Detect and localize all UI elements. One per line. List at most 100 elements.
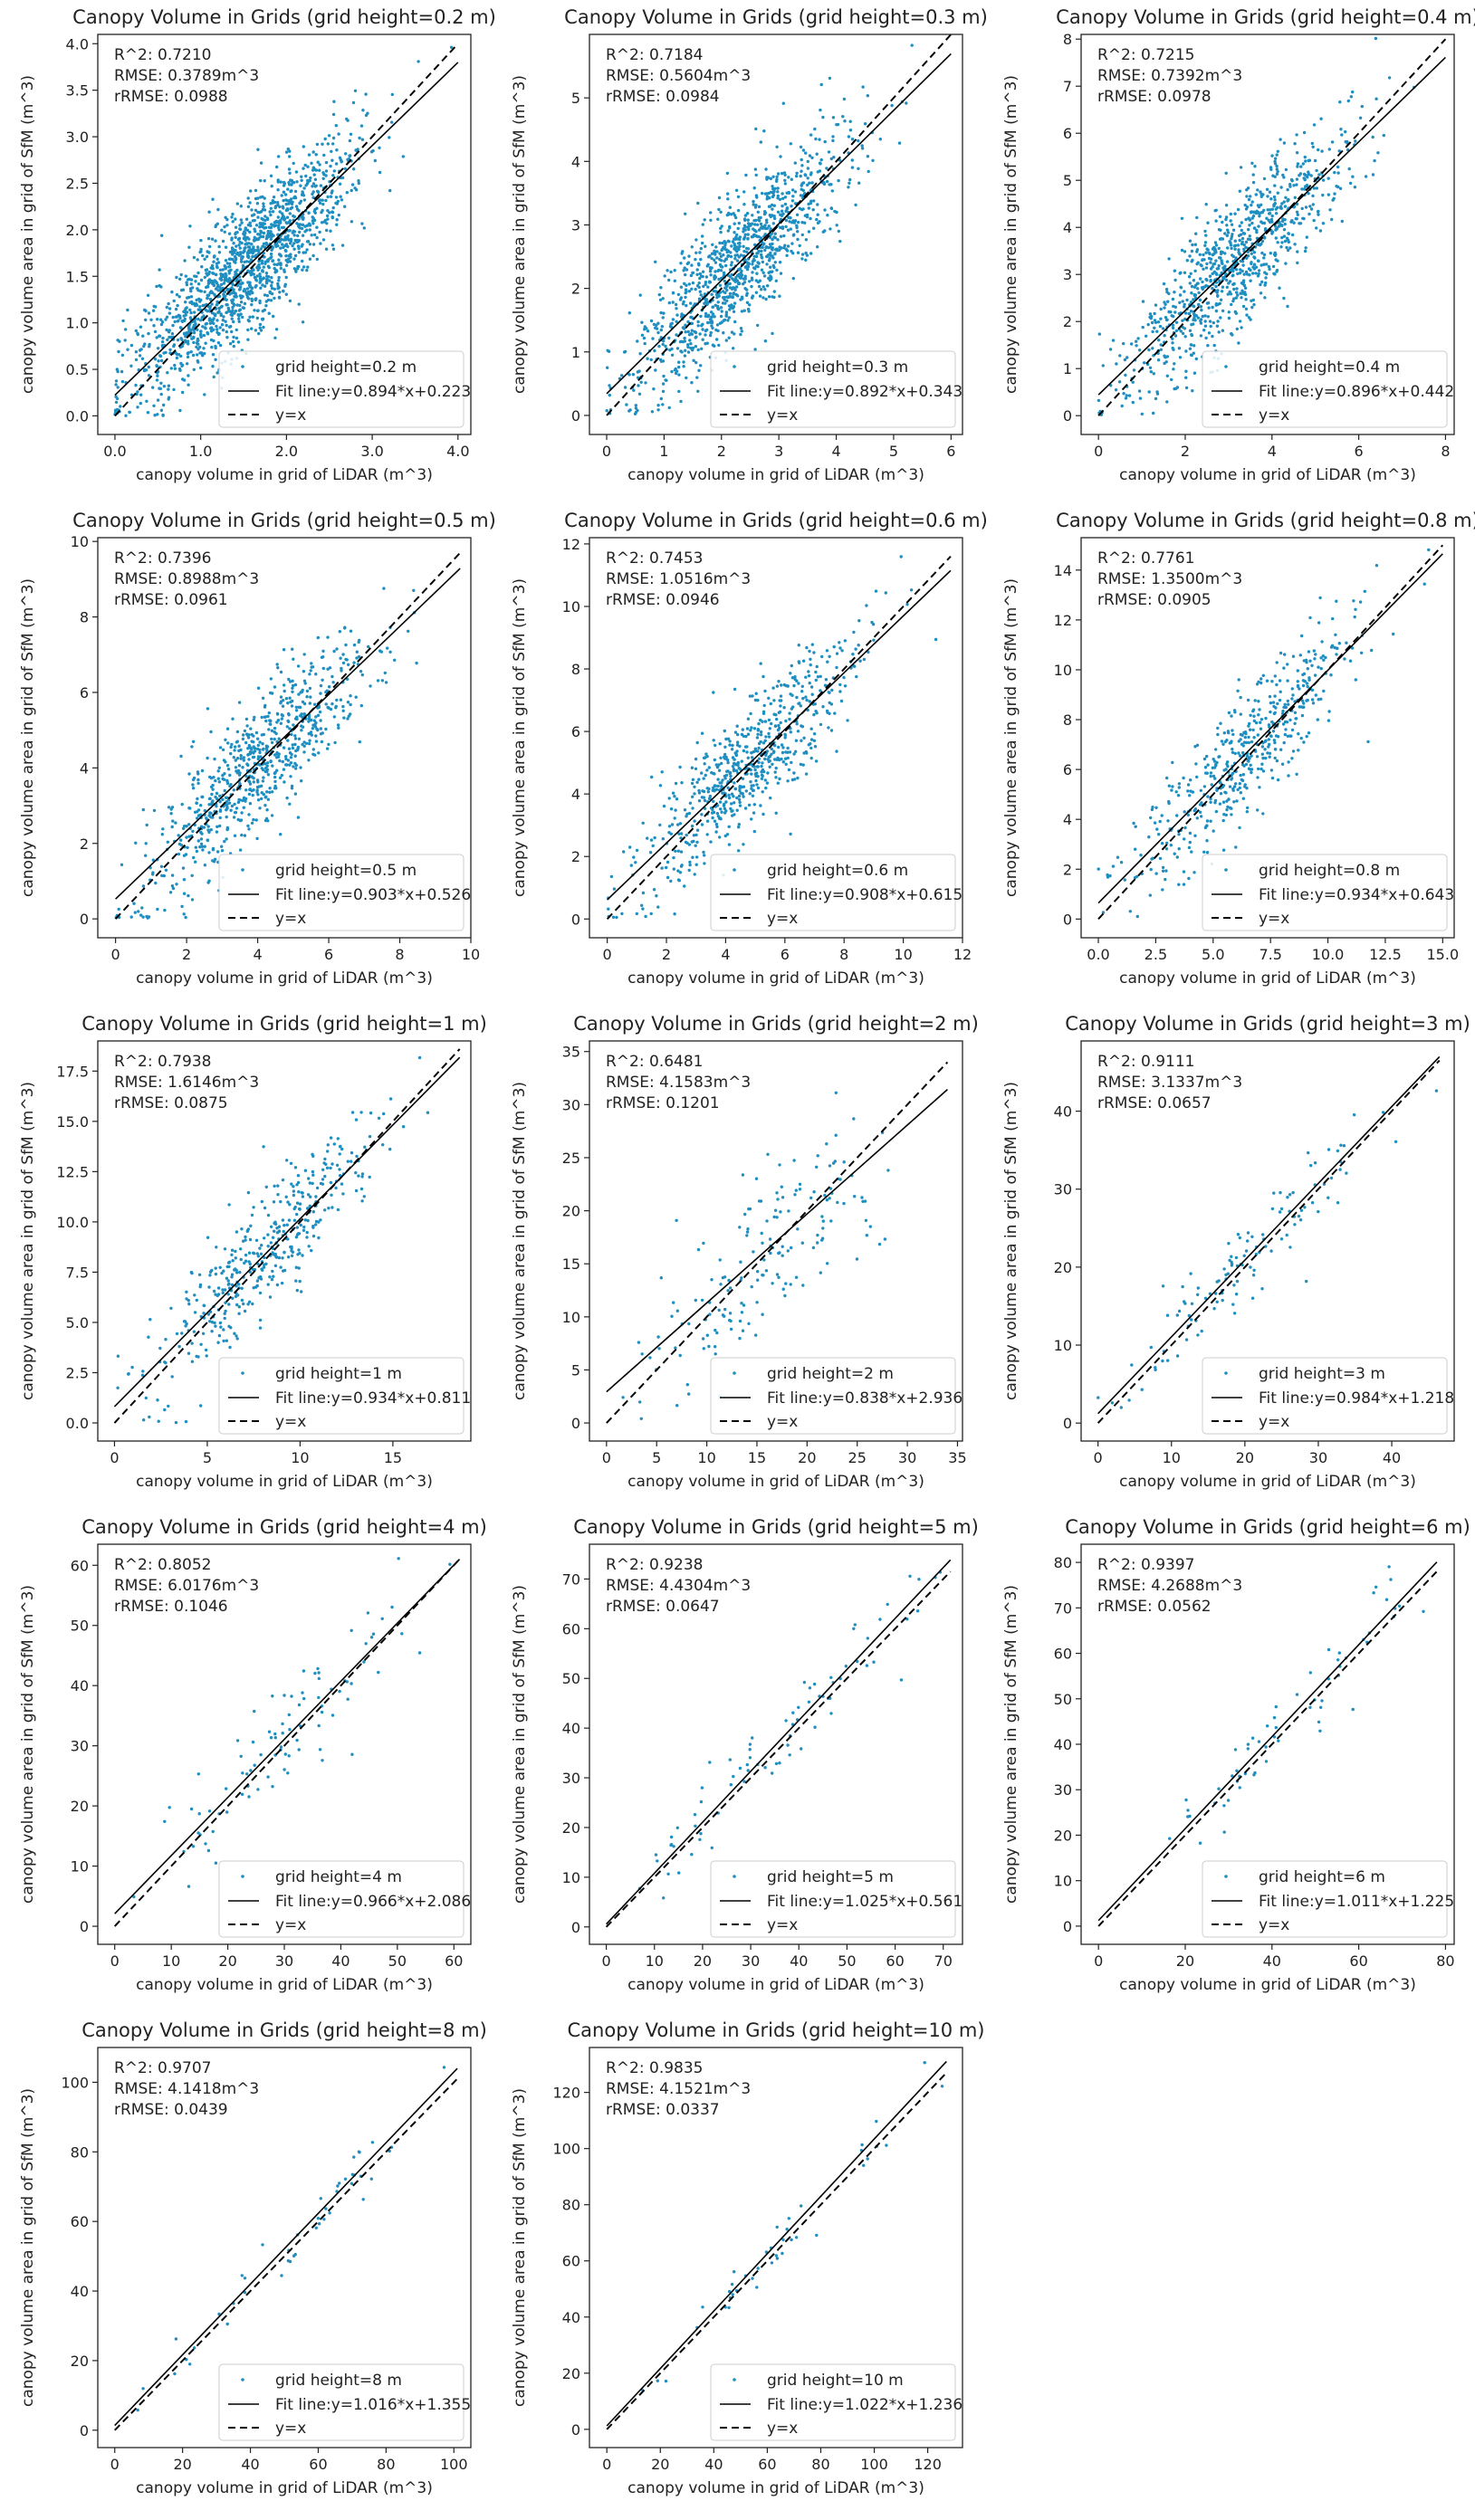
scatter-point	[203, 290, 206, 294]
scatter-point	[606, 366, 609, 369]
scatter-point	[314, 715, 318, 719]
scatter-point	[714, 245, 718, 249]
scatter-point	[694, 238, 698, 242]
scatter-point	[843, 119, 847, 123]
scatter-point	[1259, 282, 1262, 287]
scatter-point	[1195, 248, 1200, 252]
scatter-point	[1280, 235, 1284, 240]
scatter-point	[1304, 159, 1307, 163]
legend-label-points: grid height=0.2 m	[275, 358, 417, 377]
scatter-point	[829, 157, 833, 161]
scatter-point	[761, 296, 765, 300]
scatter-point	[713, 251, 717, 254]
scatter-point	[809, 657, 812, 661]
scatter-point	[1183, 271, 1187, 274]
scatter-point	[866, 155, 870, 158]
scatter-point	[716, 217, 720, 221]
scatter-point	[308, 224, 312, 227]
scatter-point	[257, 331, 261, 336]
scatter-point	[703, 762, 706, 766]
scatter-point	[1307, 170, 1310, 174]
scatter-point	[325, 228, 329, 233]
scatter-point	[319, 184, 323, 187]
scatter-point	[728, 224, 732, 229]
scatter-point	[759, 733, 763, 737]
scatter-point	[1221, 329, 1225, 332]
scatter-point	[310, 718, 313, 722]
scatter-point	[1240, 228, 1243, 233]
scatter-point	[724, 314, 728, 318]
scatter-point	[707, 255, 711, 259]
scatter-point	[190, 745, 194, 749]
scatter-point	[733, 214, 737, 217]
scatter-point	[810, 643, 814, 646]
scatter-point	[1265, 216, 1269, 220]
scatter-point	[765, 218, 769, 222]
scatter-point	[631, 373, 636, 377]
scatter-point	[170, 332, 175, 336]
scatter-point	[332, 169, 336, 173]
chart-title: Canopy Volume in Grids (grid height=0.4 …	[1056, 6, 1475, 28]
scatter-point	[743, 228, 747, 232]
scatter-point	[147, 374, 151, 377]
scatter-point	[143, 342, 147, 346]
scatter-point	[260, 216, 263, 221]
scatter-point	[270, 740, 274, 745]
scatter-point	[292, 683, 295, 688]
scatter-point	[313, 207, 317, 212]
scatter-point	[725, 299, 729, 302]
scatter-point	[763, 210, 767, 214]
scatter-point	[337, 726, 340, 730]
legend-label-points: grid height=0.4 m	[1259, 358, 1400, 377]
scatter-point	[1265, 262, 1269, 266]
scatter-point	[737, 826, 741, 829]
scatter-point	[677, 365, 681, 369]
scatter-point	[252, 245, 255, 249]
scatter-point	[280, 717, 283, 721]
scatter-point	[1188, 239, 1192, 243]
scatter-point	[1194, 357, 1198, 361]
scatter-point	[227, 272, 231, 275]
y-tick-label: 0	[571, 407, 580, 425]
scatter-point	[279, 180, 283, 184]
scatter-point	[162, 385, 167, 388]
scatter-point	[318, 201, 322, 205]
scatter-point	[752, 227, 755, 231]
scatter-point	[763, 339, 768, 343]
scatter-point	[753, 348, 757, 351]
scatter-point	[166, 338, 169, 341]
scatter-point	[1190, 260, 1193, 263]
scatter-point	[278, 205, 282, 209]
scatter-point	[629, 864, 633, 867]
scatter-point	[781, 746, 785, 749]
scatter-point	[228, 250, 233, 254]
scatter-point	[1273, 157, 1278, 160]
scatter-point	[251, 291, 254, 295]
scatter-point	[288, 727, 292, 730]
scatter-point	[1229, 219, 1232, 223]
scatter-point	[736, 208, 741, 213]
fit-line	[606, 52, 952, 395]
scatter-point	[800, 739, 803, 742]
scatter-point	[766, 284, 770, 288]
scatter-point	[271, 245, 274, 250]
scatter-point	[267, 225, 272, 229]
scatter-point	[360, 222, 364, 225]
scatter-point	[748, 303, 752, 307]
scatter-point	[1225, 224, 1229, 227]
scatter-point	[733, 222, 736, 225]
scatter-point	[775, 717, 779, 721]
scatter-point	[1284, 167, 1288, 172]
scatter-point	[652, 888, 656, 892]
scatter-point	[252, 268, 255, 272]
scatter-point	[1284, 262, 1288, 265]
scatter-point	[287, 747, 292, 750]
scatter-point	[189, 282, 193, 286]
scatter-point	[871, 158, 875, 162]
scatter-point	[253, 235, 256, 239]
scatter-point	[1192, 285, 1197, 289]
scatter-point	[734, 278, 738, 282]
scatter-point	[274, 328, 279, 331]
scatter-point	[761, 271, 765, 274]
scatter-point	[1131, 380, 1135, 384]
